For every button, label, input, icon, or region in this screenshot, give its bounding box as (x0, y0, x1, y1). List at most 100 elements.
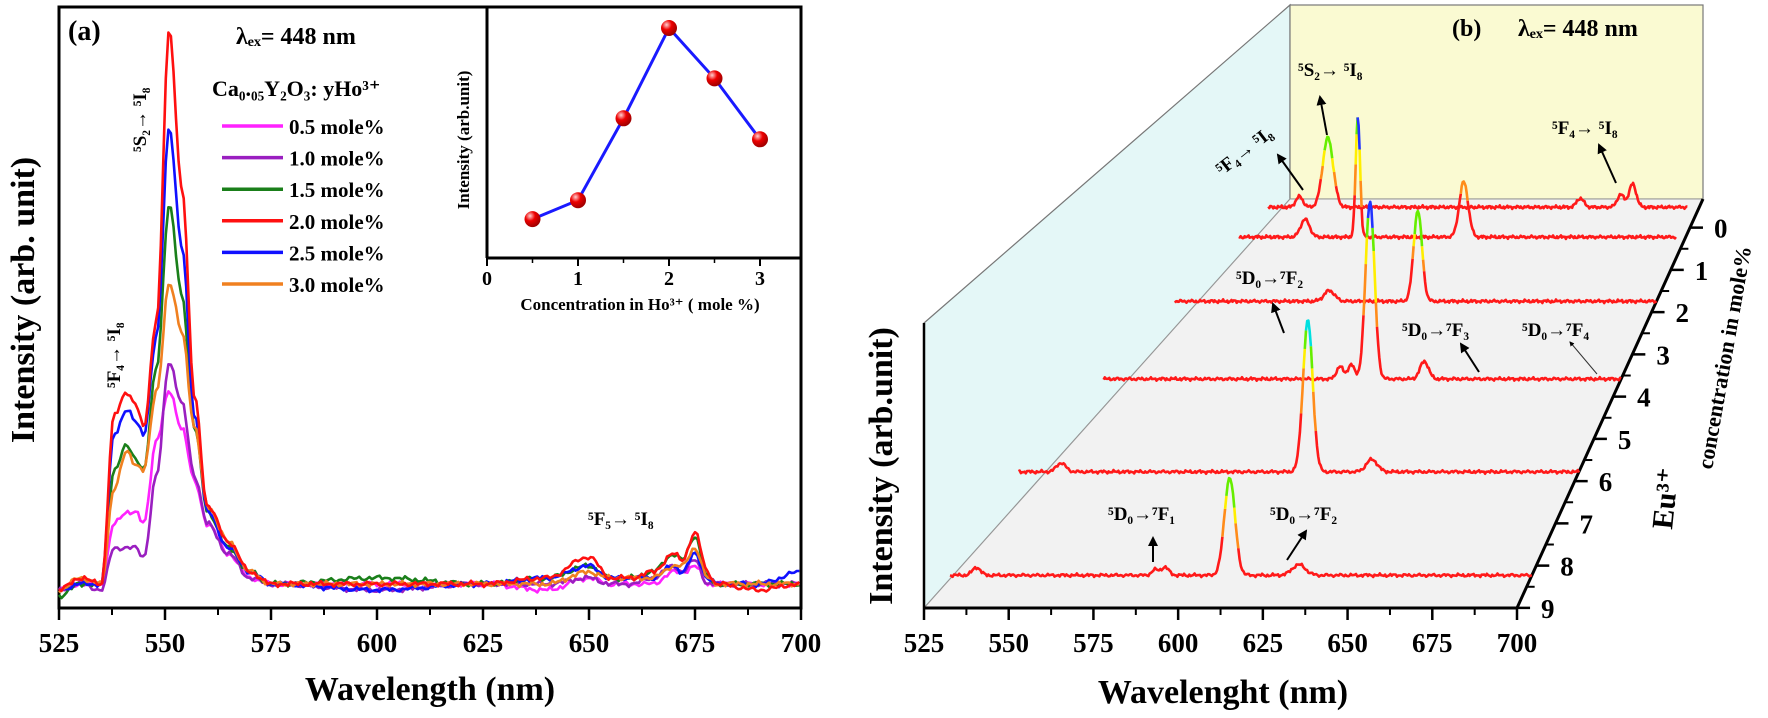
inset-data-point (615, 110, 632, 127)
trace-segment (1302, 348, 1307, 369)
annotation-5d0-7f3: ⁵D₀→⁷F₃ (1402, 320, 1469, 341)
inset-x-axis-title: Concentration in Ho³⁺ ( mole %) (520, 295, 759, 314)
annotation-5f5-5i8: ⁵F₅→ ⁵I₈ (588, 509, 654, 530)
panel-b-depth-title-eu: Eu³⁺ (1646, 466, 1685, 531)
trace-segment (1360, 193, 1463, 241)
x-tick-label: 625 (463, 628, 504, 658)
legend-label: 1.5 mole% (289, 178, 385, 202)
arrow-icon (1316, 95, 1328, 136)
legend: 0.5 mole% 1.0 mole% 1.5 mole% 2.0 mole% 2.5 … (222, 115, 385, 297)
spectrum-trace (949, 476, 1533, 579)
spectrum-line-30 (58, 283, 800, 594)
depth-tick-label: 2 (1676, 298, 1690, 328)
trace-segment (1223, 495, 1228, 510)
trace-segment (1321, 150, 1326, 167)
legend-item: 2.0 mole% (222, 210, 385, 234)
x-tick-label: 650 (569, 628, 610, 658)
legend-title: Ca₀.₀₅Y₂O₃: yHo³⁺ (212, 76, 381, 101)
inset-x-tick-label: 1 (573, 268, 583, 290)
trace-segment (1303, 330, 1308, 349)
legend-label: 3.0 mole% (289, 273, 385, 297)
legend-item: 3.0 mole% (222, 273, 385, 297)
panel-b-label: (b) (1452, 16, 1481, 42)
inset-y-axis-title: Intensity (arb.unit) (454, 71, 473, 210)
trace-segment (1413, 209, 1424, 247)
legend-item: 1.5 mole% (222, 178, 385, 202)
annotation-5s2-5i8: ⁵S₂→ ⁵I₈ (130, 87, 151, 152)
trace-segment (1366, 200, 1374, 228)
x-tick-label: 675 (675, 628, 716, 658)
trace-segment (1374, 302, 1379, 327)
x-tick-label: 525 (904, 628, 945, 658)
trace-segment (1238, 195, 1356, 241)
inset-plot (524, 20, 768, 228)
annotation-5f4-5i8: ⁵F₄→ ⁵I₈ (104, 322, 125, 388)
inset-x-tick-label: 0 (482, 268, 492, 290)
trace-segment (1267, 178, 1323, 210)
trace-segment (1354, 134, 1358, 165)
x-tick-label: 675 (1412, 628, 1453, 658)
trace-segment (1330, 158, 1336, 173)
trace-segment (1312, 391, 1318, 432)
trace-segment (1221, 508, 1227, 537)
spectrum-trace (1173, 209, 1658, 305)
x-tick-label: 575 (1073, 628, 1114, 658)
trace-segment (1420, 246, 1425, 260)
x-tick-label: 650 (1327, 628, 1368, 658)
annotation-5f4-5i8-right: ⁵F₄→ ⁵I₈ (1552, 118, 1618, 139)
trace-segment (1323, 135, 1334, 159)
legend-label: 2.5 mole% (289, 241, 385, 265)
depth-tick-label: 4 (1637, 383, 1651, 413)
annotation-5d0-7f4: ⁵D₀→⁷F₄ (1522, 320, 1589, 341)
arrow-icon (1569, 341, 1598, 375)
depth-tick-label: 6 (1599, 467, 1613, 497)
inset-x-tick-label: 3 (755, 268, 765, 290)
depth-tick-label: 0 (1714, 214, 1728, 244)
arrow-icon (1597, 143, 1617, 184)
x-tick-label: 575 (251, 628, 292, 658)
back-wall (1289, 4, 1704, 200)
x-tick-label: 700 (1497, 628, 1538, 658)
arrow-icon (1286, 529, 1308, 561)
panel-b-x-axis-title: Wavelenght (nm) (1098, 674, 1348, 711)
arrow-icon (1276, 153, 1304, 191)
panel-b-y-axis-title: Intensity (arb.unit) (863, 327, 900, 605)
annotation-5d0-7f2-lower: ⁵D₀→⁷F₂ (1270, 504, 1337, 525)
trace-segment (1412, 233, 1416, 247)
spectrum-trace (1102, 200, 1622, 383)
inset-data-point (570, 192, 586, 209)
panel-b-depth-axis (1515, 198, 1705, 609)
depth-tick-label: 1 (1695, 256, 1709, 286)
inset-chart: 0 1 2 3 Intensity (arb.unit) Concentration … (454, 7, 801, 314)
trace-segment (1356, 117, 1361, 150)
trace-segment (1233, 507, 1237, 524)
trace-segment (1314, 430, 1581, 476)
trace-segment (1225, 476, 1236, 508)
trace-segment (1375, 326, 1622, 383)
legend-label: 2.0 mole% (289, 210, 385, 234)
arrow-icon (1459, 342, 1480, 373)
x-tick-label: 700 (781, 628, 822, 658)
trace-segment (1371, 227, 1375, 252)
inset-x-tick-label: 2 (664, 268, 674, 290)
legend-label: 0.5 mole% (289, 115, 385, 139)
legend-item: 0.5 mole% (222, 115, 385, 139)
x-tick-label: 600 (357, 628, 398, 658)
panel-b-excitation: λₑₓ= 448 nm (1518, 16, 1638, 42)
trace-segment (1237, 548, 1533, 579)
trace-segment (1304, 319, 1313, 347)
trace-segment (1459, 180, 1469, 202)
depth-tick-label: 3 (1656, 340, 1670, 370)
inset-data-point (524, 211, 541, 228)
trace-segment (1372, 250, 1378, 303)
spectrum-line-15 (57, 206, 800, 600)
spectrum-trace (1017, 319, 1581, 476)
inset-data-point (752, 131, 768, 148)
trace-segment (1358, 149, 1362, 181)
x-tick-label: 550 (145, 628, 186, 658)
depth-tick-label: 5 (1618, 425, 1632, 455)
depth-tick-label: 7 (1579, 509, 1593, 539)
trace-segment (1466, 200, 1677, 241)
